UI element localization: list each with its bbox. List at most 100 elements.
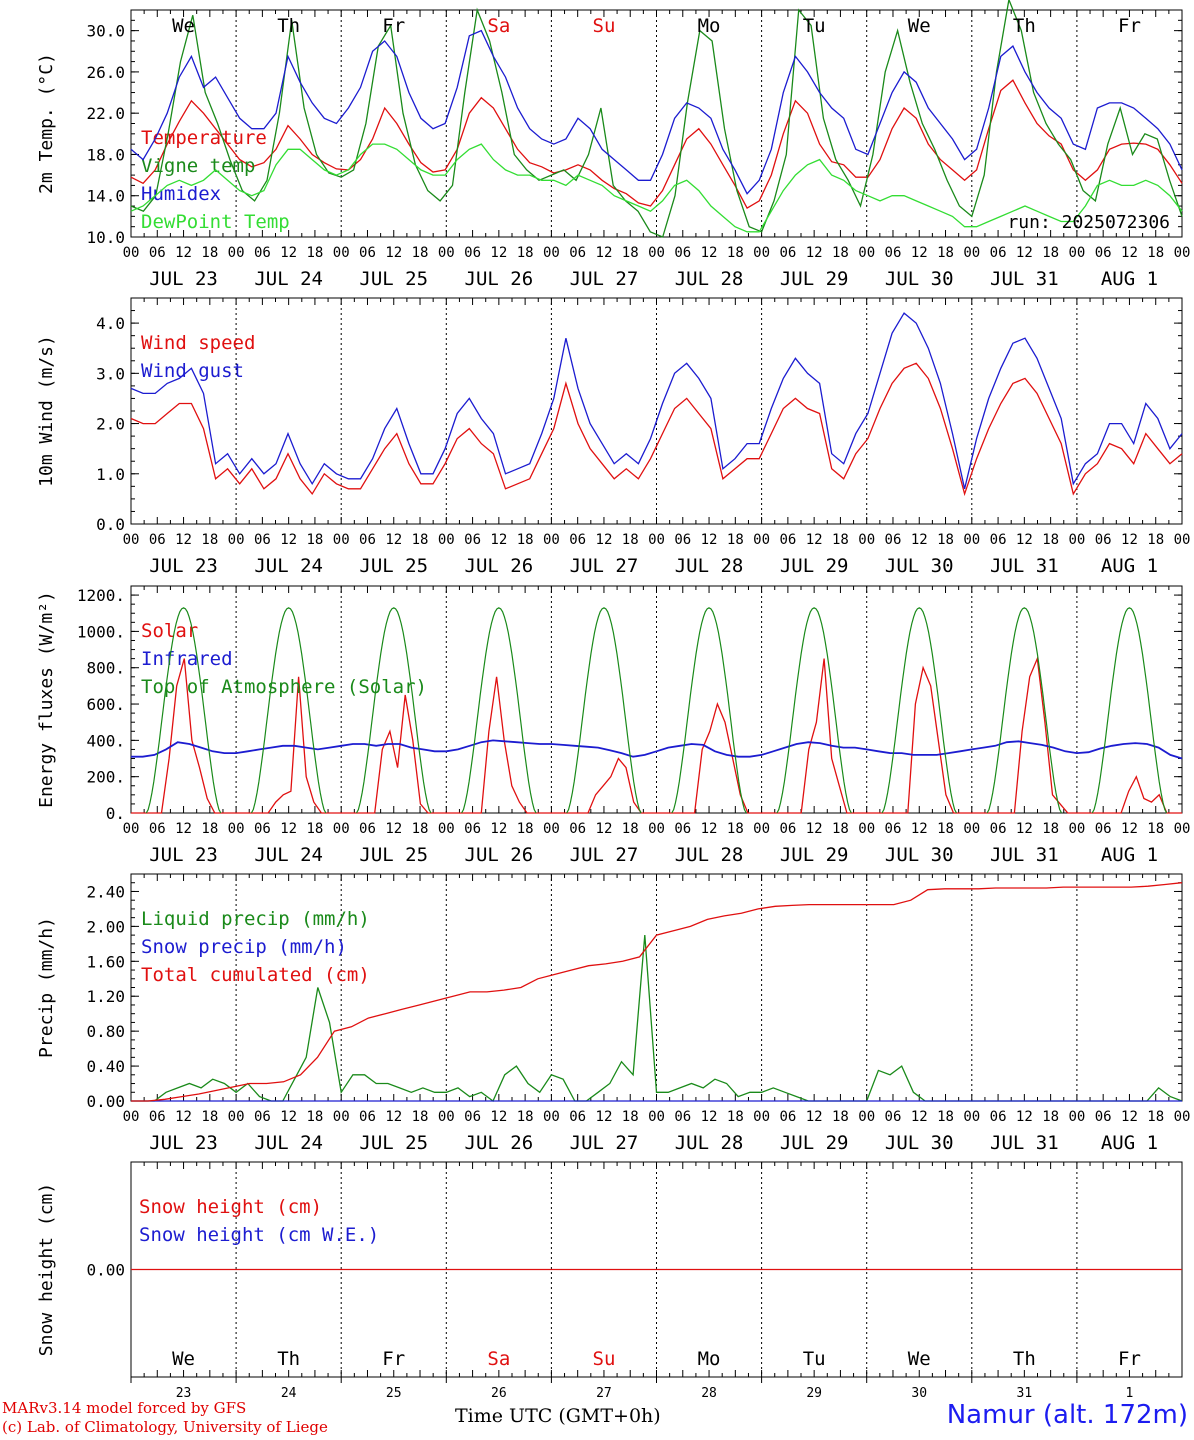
weekday-label: Tu: [803, 15, 826, 37]
hour-tick-label: 06: [674, 1109, 691, 1125]
hour-tick-label: 06: [464, 245, 481, 261]
y-tick-label: 1000.: [77, 622, 125, 641]
hour-tick-label: 12: [490, 532, 507, 548]
hour-tick-label: 00: [1068, 821, 1085, 837]
legend-solar: Solar: [141, 620, 198, 642]
hour-tick-label: 18: [201, 245, 218, 261]
hour-tick-label: 06: [990, 1109, 1007, 1125]
hour-tick-label: 18: [1147, 1109, 1164, 1125]
series-line-total-cumulated-cm-: [131, 882, 1183, 1102]
hour-tick-label: 00: [123, 532, 140, 548]
hour-tick-label: 18: [412, 1109, 429, 1125]
hour-tick-label: 00: [648, 1109, 665, 1125]
hour-tick-label: 00: [1068, 245, 1085, 261]
hour-tick-label: 18: [306, 821, 323, 837]
date-label: JUL 30: [885, 1132, 954, 1154]
hour-tick-label: 12: [175, 245, 192, 261]
hour-tick-label: 06: [674, 245, 691, 261]
date-label: AUG 1: [1101, 268, 1158, 290]
hour-tick-label: 18: [1042, 245, 1059, 261]
hour-tick-label: 18: [622, 532, 639, 548]
date-label: JUL 23: [149, 1132, 218, 1154]
hour-tick-label: 12: [701, 1109, 718, 1125]
y-tick-label: 18.0: [86, 145, 125, 164]
day-number-label: 25: [386, 1386, 402, 1401]
hour-tick-label: 00: [228, 532, 245, 548]
hour-tick-label: 00: [648, 245, 665, 261]
y-tick-label: 1.0: [96, 465, 125, 484]
hour-tick-label: 18: [306, 532, 323, 548]
date-label: JUL 28: [675, 268, 744, 290]
day-number-label: 28: [701, 1386, 717, 1401]
series-line-dewpoint-temp: [130, 143, 1183, 233]
model-credit-line2: (c) Lab. of Climatology, University of L…: [2, 1418, 328, 1436]
hour-tick-label: 12: [280, 532, 297, 548]
y-tick-label: 14.0: [86, 187, 125, 206]
hour-tick-label: 00: [543, 821, 560, 837]
hour-tick-label: 18: [727, 532, 744, 548]
date-label: JUL 23: [149, 268, 218, 290]
y-axis-label: 10m Wind (m/s): [36, 335, 57, 487]
hour-tick-label: 06: [990, 245, 1007, 261]
date-label: JUL 27: [570, 844, 639, 866]
hour-tick-label: 00: [123, 821, 140, 837]
weekday-label: Fr: [382, 1348, 405, 1370]
model-credit: MARv3.14 model forced by GFS (c) Lab. of…: [2, 1399, 328, 1437]
hour-tick-label: 06: [149, 821, 166, 837]
hour-tick-label: 12: [1016, 821, 1033, 837]
hour-tick-label: 06: [1095, 245, 1112, 261]
hour-tick-label: 06: [885, 532, 902, 548]
hour-tick-label: 00: [543, 532, 560, 548]
y-tick-label: 2.0: [96, 415, 125, 434]
plot-frame: [130, 297, 1183, 525]
legend-snow-height-cm-: Snow height (cm): [139, 1196, 322, 1218]
date-label: JUL 24: [254, 1132, 323, 1154]
hour-tick-label: 18: [727, 1109, 744, 1125]
hour-tick-label: 00: [858, 532, 875, 548]
hour-tick-label: 18: [412, 245, 429, 261]
date-label: JUL 30: [885, 268, 954, 290]
hour-tick-label: 06: [674, 821, 691, 837]
hour-tick-label: 12: [175, 821, 192, 837]
day-number-label: 30: [911, 1386, 927, 1401]
hour-tick-label: 18: [517, 245, 534, 261]
y-axis-label: Energy fluxes (W/m²): [36, 591, 57, 808]
y-tick-label: 0.00: [86, 1092, 125, 1111]
y-tick-label: 800.: [86, 659, 125, 678]
day-number-label: 1: [1126, 1386, 1134, 1401]
hour-tick-label: 12: [596, 1109, 613, 1125]
hour-tick-label: 18: [622, 245, 639, 261]
legend-wind-speed: Wind speed: [141, 332, 255, 354]
time-axis-label: Time UTC (GMT+0h): [455, 1405, 661, 1427]
hour-tick-label: 12: [175, 1109, 192, 1125]
y-tick-label: 400.: [86, 731, 125, 750]
hour-tick-label: 06: [359, 245, 376, 261]
date-label: JUL 25: [359, 268, 428, 290]
hour-tick-label: 18: [1147, 245, 1164, 261]
weekday-label: We: [908, 1348, 931, 1370]
hour-tick-label: 18: [412, 821, 429, 837]
hour-tick-label: 18: [201, 821, 218, 837]
hour-tick-label: 12: [911, 245, 928, 261]
date-label: JUL 31: [990, 555, 1059, 577]
hour-tick-label: 06: [885, 245, 902, 261]
hour-tick-label: 18: [1042, 532, 1059, 548]
hour-tick-label: 18: [727, 821, 744, 837]
hour-tick-label: 06: [254, 532, 271, 548]
plot-frame: [130, 585, 1183, 814]
y-tick-label: 200.: [86, 768, 125, 787]
hour-tick-label: 00: [1174, 532, 1191, 548]
date-label: JUL 26: [465, 555, 534, 577]
date-label: JUL 26: [465, 268, 534, 290]
hour-tick-label: 00: [858, 1109, 875, 1125]
weekday-label: Sa: [487, 15, 510, 37]
y-tick-label: 1.60: [86, 952, 125, 971]
hour-tick-label: 00: [333, 532, 350, 548]
legend-top-of-atmosphere-solar-: Top of Atmosphere (Solar): [141, 676, 427, 698]
weekday-label: Mo: [698, 15, 721, 37]
hour-tick-label: 12: [385, 532, 402, 548]
day-number-label: 27: [596, 1386, 612, 1401]
hour-tick-label: 00: [753, 821, 770, 837]
date-label: JUL 31: [990, 268, 1059, 290]
